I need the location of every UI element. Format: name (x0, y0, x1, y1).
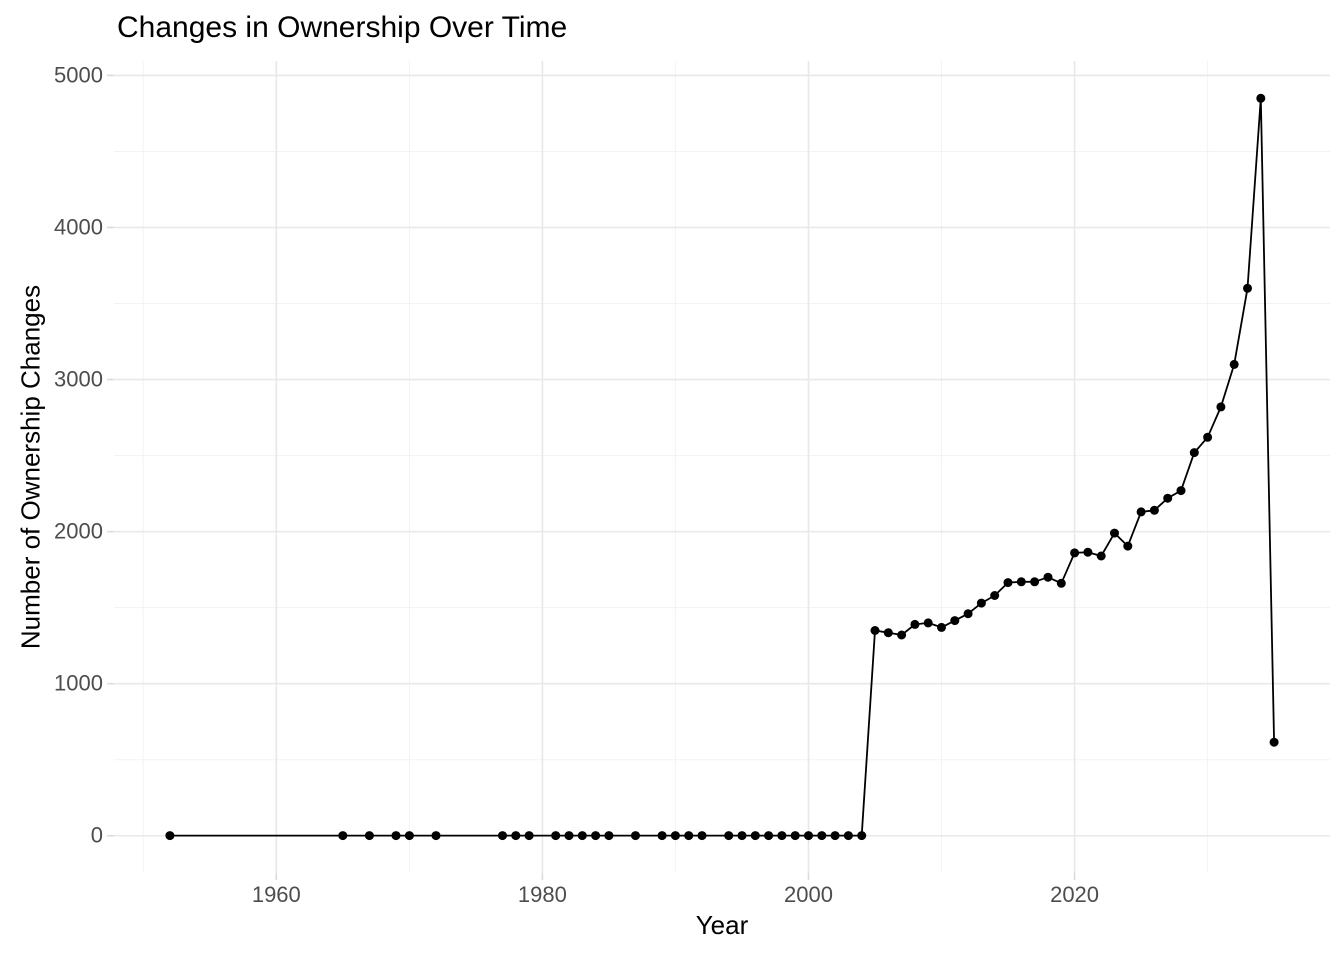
data-point (804, 831, 813, 841)
data-point (1256, 93, 1266, 103)
data-point (524, 831, 534, 841)
data-point (684, 831, 694, 841)
chart-title: Changes in Ownership Over Time (117, 11, 568, 44)
data-point (1136, 507, 1146, 517)
data-point (564, 831, 574, 841)
data-point (670, 831, 680, 841)
data-point (976, 598, 986, 608)
data-point (431, 831, 441, 841)
data-point (724, 831, 734, 841)
y-tick-label: 5000 (54, 62, 103, 87)
data-point (950, 616, 960, 626)
data-point (511, 831, 521, 841)
data-point (1016, 577, 1026, 587)
y-axis-title: Number of Ownership Changes (15, 284, 46, 650)
data-point (1070, 548, 1080, 558)
data-point (1043, 572, 1053, 582)
y-tick-label: 0 (91, 823, 103, 848)
y-tick-label: 1000 (54, 671, 103, 696)
data-point (697, 831, 707, 841)
data-point (817, 831, 827, 841)
data-point (577, 831, 587, 841)
data-point (870, 626, 880, 635)
data-point (1096, 551, 1106, 561)
y-tick-label: 2000 (54, 519, 103, 544)
data-point (1216, 402, 1226, 412)
data-point (1056, 578, 1066, 588)
x-tick-label: 1980 (518, 882, 567, 907)
data-point (165, 831, 175, 841)
data-point (404, 831, 414, 841)
data-point (591, 831, 601, 841)
data-line (169, 97, 1275, 837)
data-point (1083, 547, 1093, 557)
data-point (990, 591, 1000, 600)
data-point (551, 831, 561, 841)
data-point (1229, 359, 1239, 369)
data-point (937, 622, 946, 632)
data-point (604, 831, 614, 841)
data-point (843, 831, 853, 841)
data-point (777, 831, 787, 841)
data-point (1243, 283, 1252, 293)
data-point (764, 831, 774, 841)
data-point (1163, 493, 1173, 503)
data-point (391, 831, 401, 841)
data-point (963, 609, 973, 619)
x-tick-label: 2000 (784, 882, 833, 907)
data-point (364, 831, 374, 841)
data-point (857, 831, 867, 841)
data-point (1269, 737, 1279, 747)
x-tick-label: 1960 (252, 882, 301, 907)
data-point (897, 630, 907, 640)
x-axis-title: Year (695, 910, 749, 940)
data-point (923, 618, 933, 628)
data-point (338, 831, 348, 841)
data-point (631, 831, 640, 841)
data-point (1189, 448, 1199, 458)
data-point (750, 831, 760, 841)
data-point (1123, 541, 1133, 551)
data-point (1149, 505, 1159, 515)
data-point (910, 619, 920, 629)
data-point (790, 831, 800, 841)
y-tick-label: 4000 (54, 215, 103, 240)
data-point (737, 831, 747, 841)
data-point (657, 831, 667, 841)
data-point (498, 831, 507, 841)
data-point (1176, 486, 1186, 496)
data-point (1110, 528, 1119, 538)
data-point (1203, 432, 1213, 442)
data-point (883, 628, 893, 638)
x-tick-label: 2020 (1050, 882, 1099, 907)
y-tick-label: 3000 (54, 367, 103, 392)
data-point (1003, 578, 1013, 588)
data-point (1030, 577, 1040, 587)
data-point (830, 831, 840, 841)
